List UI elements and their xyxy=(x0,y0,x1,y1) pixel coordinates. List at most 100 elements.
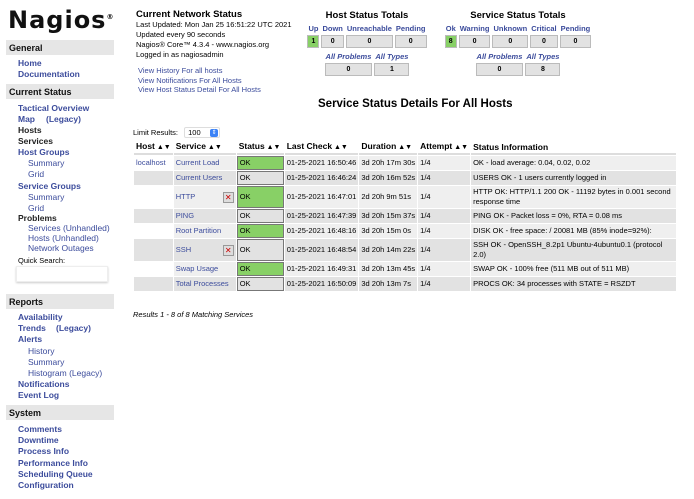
svc-pending-count[interactable]: 0 xyxy=(559,35,592,48)
nav-hg-grid[interactable]: Grid xyxy=(28,169,45,179)
link-notifications[interactable]: View Notifications For All Hosts xyxy=(138,75,242,85)
sort-arrows-icon[interactable]: ▲▼ xyxy=(332,144,348,151)
svc-all-types-count[interactable]: 8 xyxy=(525,63,561,76)
sort-arrows-icon[interactable]: ▲▼ xyxy=(396,144,413,151)
nav-sg-summary[interactable]: Summary xyxy=(28,192,65,202)
nav-hosts-unhandled[interactable]: Hosts (Unhandled) xyxy=(28,233,99,243)
nav-map-legacy[interactable]: (Legacy) xyxy=(46,114,81,124)
host-up-label[interactable]: Up xyxy=(308,24,319,33)
service-text[interactable]: Current Users xyxy=(175,173,223,182)
cell-host[interactable] xyxy=(134,239,173,261)
nav-availability[interactable]: Availability xyxy=(18,312,63,322)
cell-service[interactable]: ✕ HTTP xyxy=(173,186,236,208)
svc-all-problems-count[interactable]: 0 xyxy=(475,63,524,76)
host-text[interactable]: localhost xyxy=(136,158,166,167)
nav-services[interactable]: Services xyxy=(18,136,53,146)
svc-critical-count[interactable]: 0 xyxy=(530,35,558,48)
host-pending-label[interactable]: Pending xyxy=(395,24,426,33)
nav-process-info[interactable]: Process Info xyxy=(18,446,70,456)
nav-downtime[interactable]: Downtime xyxy=(18,435,59,445)
sort-arrows-icon[interactable]: ▲▼ xyxy=(205,144,222,151)
nav-alerts[interactable]: Alerts xyxy=(18,334,43,344)
nav-performance-info[interactable]: Performance Info xyxy=(18,458,88,468)
cell-host[interactable] xyxy=(134,171,173,185)
host-all-types-label[interactable]: All Types xyxy=(375,52,409,61)
status-text: OK xyxy=(239,192,251,201)
host-up-count[interactable]: 1 xyxy=(307,35,320,48)
nav-home[interactable]: Home xyxy=(18,58,42,68)
logged-in-user: Logged in as nagiosadmin xyxy=(136,50,224,59)
nav-host-groups[interactable]: Host Groups xyxy=(18,147,70,157)
nav-alerts-summary[interactable]: Summary xyxy=(28,357,65,367)
nav-sg-grid[interactable]: Grid xyxy=(28,203,45,213)
nav-map[interactable]: Map xyxy=(18,114,35,124)
host-down-label[interactable]: Down xyxy=(322,24,343,33)
svc-warning-count[interactable]: 0 xyxy=(458,35,491,48)
nav-hosts[interactable]: Hosts xyxy=(18,125,42,135)
host-all-problems-count[interactable]: 0 xyxy=(324,63,373,76)
notifications-disabled-icon[interactable]: ✕ xyxy=(222,244,234,256)
limit-select[interactable]: 100 ⇕ xyxy=(184,127,221,138)
host-all-types-count[interactable]: 1 xyxy=(374,63,410,76)
cell-service[interactable]: Swap Usage xyxy=(173,262,236,276)
service-text[interactable]: Swap Usage xyxy=(175,264,219,273)
cell-service[interactable]: Total Processes xyxy=(173,277,236,291)
nav-scheduling-queue[interactable]: Scheduling Queue xyxy=(18,469,93,479)
service-text[interactable]: HTTP xyxy=(175,191,196,201)
cell-host[interactable]: localhost xyxy=(134,156,173,170)
last-text: 01-25-2021 16:49:31 xyxy=(286,264,357,273)
main-content: Host ▲▼ Service ▲▼ Status ▲▼ Last Check ▲▼ D… xyxy=(133,140,689,319)
svc-ok-count[interactable]: 8 xyxy=(444,35,457,48)
svc-all-types-label[interactable]: All Types xyxy=(526,52,560,61)
svc-ok-label[interactable]: Ok xyxy=(445,24,456,33)
nav-trends[interactable]: Trends xyxy=(18,323,46,333)
cell-service[interactable]: Root Partition xyxy=(173,224,236,238)
service-text[interactable]: Root Partition xyxy=(175,226,222,235)
nav-trends-legacy[interactable]: (Legacy) xyxy=(56,323,91,333)
nav-alerts-history[interactable]: History xyxy=(28,346,55,356)
host-unreachable-label[interactable]: Unreachable xyxy=(346,24,392,33)
cell-host[interactable] xyxy=(134,277,173,291)
nav-network-outages[interactable]: Network Outages xyxy=(28,243,94,253)
svc-warning-label[interactable]: Warning xyxy=(459,24,490,33)
host-all-problems-label[interactable]: All Problems xyxy=(325,52,372,61)
host-pending-count[interactable]: 0 xyxy=(394,35,427,48)
host-down-count[interactable]: 0 xyxy=(321,35,344,48)
sort-arrows-icon[interactable]: ▲▼ xyxy=(452,144,469,151)
nav-services-unhandled[interactable]: Services (Unhandled) xyxy=(28,223,110,233)
link-history[interactable]: View History For all hosts xyxy=(138,66,223,75)
service-text[interactable]: PING xyxy=(175,211,195,220)
cell-service[interactable]: Current Users xyxy=(173,171,236,185)
nav-alerts-histogram[interactable]: Histogram (Legacy) xyxy=(28,368,103,378)
cell-service[interactable]: Current Load xyxy=(173,156,236,170)
svc-all-problems-label[interactable]: All Problems xyxy=(476,52,523,61)
nav-service-groups[interactable]: Service Groups xyxy=(18,181,81,191)
nav-hg-summary[interactable]: Summary xyxy=(28,158,65,168)
link-host-status[interactable]: View Host Status Detail For All Hosts xyxy=(138,85,261,94)
service-text[interactable]: SSH xyxy=(175,244,192,254)
notifications-disabled-icon[interactable]: ✕ xyxy=(222,191,234,203)
cell-host[interactable] xyxy=(134,209,173,223)
svc-unknown-label[interactable]: Unknown xyxy=(493,24,528,33)
service-text[interactable]: Current Load xyxy=(175,158,220,167)
svc-critical-label[interactable]: Critical xyxy=(531,24,557,33)
nav-event-log[interactable]: Event Log xyxy=(18,390,60,400)
cell-service[interactable]: PING xyxy=(173,209,236,223)
nav-tactical-overview[interactable]: Tactical Overview xyxy=(18,103,90,113)
svc-unknown-count[interactable]: 0 xyxy=(492,35,529,48)
cell-service[interactable]: ✕ SSH xyxy=(173,239,236,261)
quick-search-input[interactable] xyxy=(16,266,108,282)
svc-pending-label[interactable]: Pending xyxy=(560,24,591,33)
nav-configuration[interactable]: Configuration xyxy=(18,480,74,490)
host-unreachable-count[interactable]: 0 xyxy=(345,35,393,48)
nav-notifications[interactable]: Notifications xyxy=(18,379,70,389)
nagios-logo[interactable]: Nagios® xyxy=(8,6,115,34)
service-text[interactable]: Total Processes xyxy=(175,279,229,288)
sort-arrows-icon[interactable]: ▲▼ xyxy=(264,144,281,151)
sort-arrows-icon[interactable]: ▲▼ xyxy=(154,144,171,151)
nav-comments[interactable]: Comments xyxy=(18,424,62,434)
cell-host[interactable] xyxy=(134,224,173,238)
nav-documentation[interactable]: Documentation xyxy=(18,69,80,79)
cell-host[interactable] xyxy=(134,262,173,276)
cell-host[interactable] xyxy=(134,186,173,208)
